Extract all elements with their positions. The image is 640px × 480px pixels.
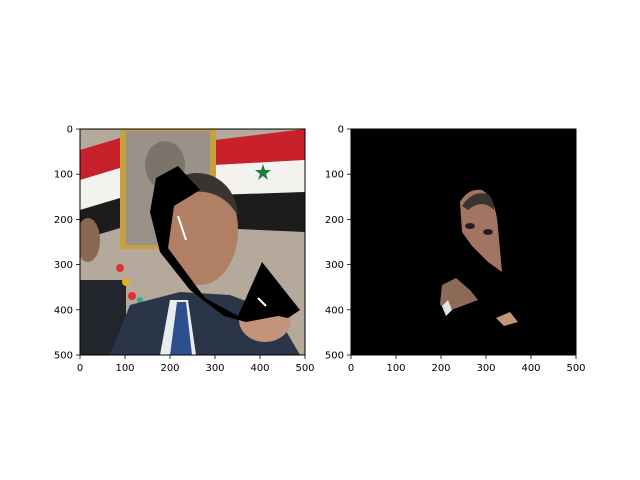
x-tick-label: 0 xyxy=(77,363,83,374)
x-tick-label: 500 xyxy=(566,363,585,374)
x-tick-label: 200 xyxy=(431,363,450,374)
x-tick-label: 100 xyxy=(115,363,134,374)
y-tick-label: 400 xyxy=(325,305,344,316)
y-tick-label: 300 xyxy=(54,260,73,271)
y-tick-label: 100 xyxy=(54,170,73,181)
x-tick-label: 200 xyxy=(160,363,179,374)
x-tick-label: 0 xyxy=(348,363,354,374)
y-tick-label: 100 xyxy=(325,170,344,181)
y-tick-label: 200 xyxy=(54,215,73,226)
left-axes: 0 100 200 300 400 500 0 100 200 300 400 500 xyxy=(54,125,315,375)
x-tick-label: 300 xyxy=(476,363,495,374)
y-tick-label: 0 xyxy=(67,125,73,136)
y-tick-label: 0 xyxy=(338,125,344,136)
black-mask-blob xyxy=(150,166,300,322)
left-photo xyxy=(80,129,305,355)
y-tick-label: 500 xyxy=(325,351,344,362)
right-image-panel xyxy=(350,128,577,356)
x-tick-label: 100 xyxy=(386,363,405,374)
y-tick-label: 300 xyxy=(325,260,344,271)
y-tick-label: 400 xyxy=(54,305,73,316)
right-masked-image xyxy=(351,129,576,355)
y-tick-label: 500 xyxy=(54,351,73,362)
flag-star-icon xyxy=(255,164,271,180)
y-tick-label: 200 xyxy=(325,215,344,226)
x-tick-label: 400 xyxy=(521,363,540,374)
right-axes: 0 100 200 300 400 500 0 100 200 300 400 500 xyxy=(325,125,586,375)
x-tick-label: 400 xyxy=(250,363,269,374)
x-tick-label: 500 xyxy=(295,363,314,374)
left-image-panel xyxy=(79,128,306,356)
x-tick-label: 300 xyxy=(205,363,224,374)
